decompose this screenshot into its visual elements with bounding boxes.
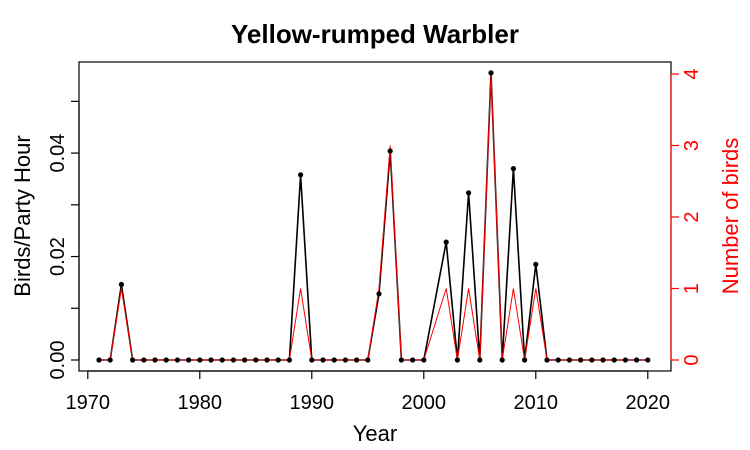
y-right-tick-label: 2 bbox=[681, 211, 703, 222]
data-point bbox=[230, 357, 236, 363]
y-right-tick-label: 1 bbox=[681, 283, 703, 294]
series-line-birds-per-party-hour bbox=[99, 72, 648, 361]
data-point bbox=[152, 357, 158, 363]
data-point bbox=[275, 357, 281, 363]
data-point bbox=[589, 357, 595, 363]
x-tick-label: 2020 bbox=[626, 392, 671, 414]
data-point bbox=[634, 357, 640, 363]
y-left-tick-label: 0.04 bbox=[47, 134, 69, 173]
x-tick-label: 2000 bbox=[402, 392, 447, 414]
data-point bbox=[174, 357, 180, 363]
y-left-tick-label: 0.00 bbox=[47, 341, 69, 380]
data-point bbox=[499, 357, 505, 363]
data-point bbox=[645, 357, 651, 363]
x-tick-label: 1990 bbox=[290, 392, 335, 414]
data-point bbox=[96, 357, 102, 363]
data-point bbox=[208, 357, 214, 363]
data-point bbox=[107, 357, 113, 363]
data-point bbox=[219, 357, 225, 363]
y-right-tick-label: 4 bbox=[681, 68, 703, 79]
x-axis-label: Year bbox=[353, 421, 397, 446]
data-point bbox=[186, 357, 192, 363]
data-point bbox=[242, 357, 248, 363]
data-point bbox=[365, 357, 371, 363]
data-point bbox=[555, 357, 561, 363]
data-point bbox=[130, 357, 136, 363]
x-tick-label: 2010 bbox=[514, 392, 559, 414]
data-point bbox=[600, 357, 606, 363]
data-point bbox=[398, 357, 404, 363]
data-point bbox=[410, 357, 416, 363]
data-point bbox=[488, 70, 494, 76]
y-right-tick-label: 3 bbox=[681, 140, 703, 151]
x-tick-label: 1980 bbox=[178, 392, 223, 414]
data-point bbox=[533, 261, 539, 267]
data-point bbox=[466, 190, 472, 196]
data-point bbox=[387, 148, 393, 154]
data-point bbox=[264, 357, 270, 363]
series-line-number-of-birds bbox=[99, 73, 648, 361]
data-point bbox=[354, 357, 360, 363]
y-right-tick-label: 0 bbox=[681, 354, 703, 365]
data-point bbox=[342, 357, 348, 363]
data-point bbox=[309, 357, 315, 363]
data-point bbox=[253, 357, 259, 363]
plot-frame bbox=[78, 61, 672, 372]
x-tick-label: 1970 bbox=[66, 392, 111, 414]
data-point bbox=[376, 291, 382, 297]
data-point bbox=[622, 357, 629, 363]
y-axis-right-label: Number of birds bbox=[718, 138, 743, 295]
data-point bbox=[320, 357, 326, 363]
data-point bbox=[477, 357, 483, 363]
data-point bbox=[298, 172, 304, 178]
data-point bbox=[578, 357, 584, 363]
data-point bbox=[522, 357, 528, 363]
chart-title: Yellow-rumped Warbler bbox=[231, 19, 519, 49]
data-point bbox=[286, 357, 292, 363]
y-axis-left-label: Birds/Party Hour bbox=[10, 135, 35, 296]
y-left-tick-label: 0.02 bbox=[47, 237, 69, 276]
data-point bbox=[454, 357, 460, 363]
data-point bbox=[544, 357, 550, 363]
data-point bbox=[611, 357, 617, 363]
data-point bbox=[141, 357, 147, 363]
data-point bbox=[163, 357, 169, 363]
data-point bbox=[118, 281, 124, 288]
data-point bbox=[421, 357, 427, 363]
data-point bbox=[510, 166, 516, 172]
data-point bbox=[443, 239, 449, 245]
data-point bbox=[566, 357, 573, 363]
data-point bbox=[197, 357, 203, 363]
data-point bbox=[331, 357, 337, 363]
